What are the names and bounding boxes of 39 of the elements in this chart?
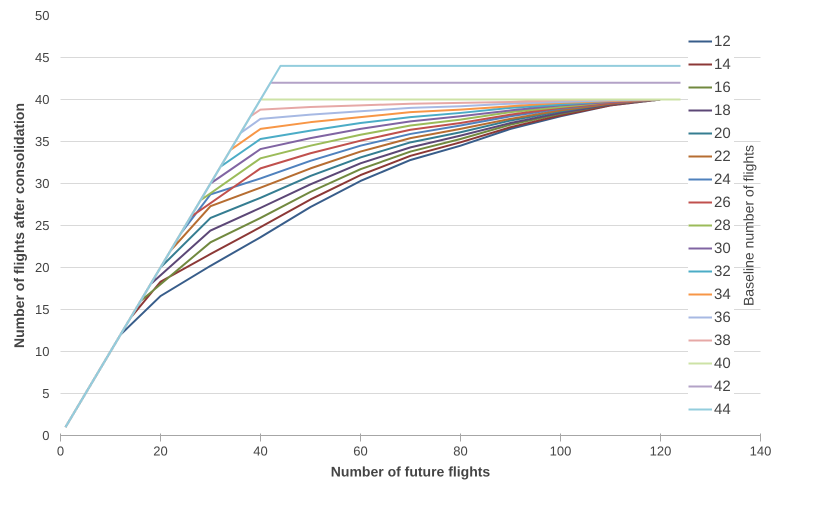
x-tick-label: 60 [353,444,368,458]
y-axis-title: Number of flights after consolidation [11,102,28,348]
legend-label: 44 [714,400,732,418]
legend-label: 34 [714,285,732,303]
x-tick-label: 0 [56,444,64,458]
legend-label: 32 [714,262,732,280]
legend-label: 42 [714,377,732,395]
y-tick-label: 5 [42,386,50,401]
legend-label: 22 [714,147,732,165]
legend-label: 38 [714,331,732,349]
y-tick-label: 30 [35,176,50,191]
legend-label: 28 [714,216,732,234]
x-tick-label: 120 [650,444,672,458]
legend-label: 12 [714,32,732,50]
legend-label: 16 [714,78,732,96]
x-tick-label: 100 [550,444,572,458]
legend-label: 36 [714,308,732,326]
y-tick-label: 0 [42,428,50,443]
legend-label: 14 [714,55,732,73]
x-tick-label: 20 [153,444,168,458]
y-tick-label: 35 [35,134,50,149]
legend-label: 18 [714,101,732,119]
legend-label: 24 [714,170,732,188]
y-tick-label: 10 [35,344,50,359]
y-tick-label: 45 [35,50,50,65]
legend-title: Baseline number of flights [740,144,756,306]
y-tick-label: 50 [35,8,50,23]
x-tick-label: 140 [750,444,772,458]
y-tick-label: 40 [35,92,50,107]
legend-label: 40 [714,354,732,372]
legend-label: 26 [714,193,732,211]
y-tick-label: 15 [35,302,50,317]
x-tick-label: 40 [253,444,268,458]
x-tick-label: 80 [453,444,468,458]
y-tick-label: 20 [35,260,50,275]
legend-label: 20 [714,124,732,142]
y-tick-label: 25 [35,218,50,233]
legend-label: 30 [714,239,732,257]
x-axis-title: Number of future flights [330,464,490,480]
